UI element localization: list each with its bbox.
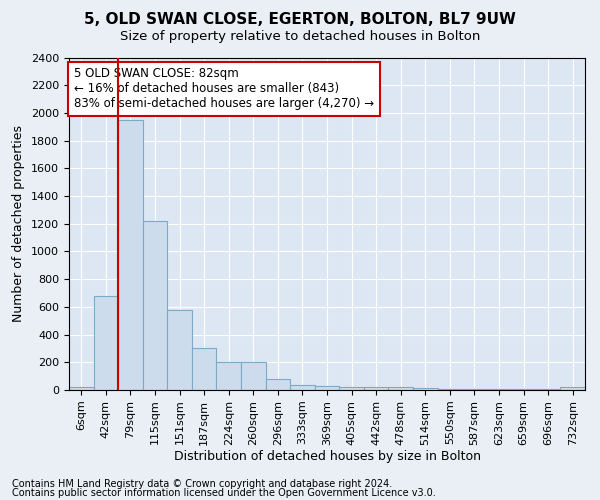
Bar: [241, 362, 266, 390]
Bar: [315, 386, 339, 390]
Bar: [290, 385, 315, 390]
Bar: [143, 221, 167, 390]
Bar: [266, 379, 290, 390]
Bar: [487, 388, 511, 390]
Bar: [167, 310, 192, 390]
Bar: [364, 386, 388, 390]
Bar: [388, 387, 413, 390]
Bar: [339, 386, 364, 390]
Bar: [413, 388, 437, 390]
Text: Size of property relative to detached houses in Bolton: Size of property relative to detached ho…: [120, 30, 480, 43]
X-axis label: Distribution of detached houses by size in Bolton: Distribution of detached houses by size …: [173, 450, 481, 464]
Bar: [69, 387, 94, 390]
Bar: [437, 388, 462, 390]
Text: 5, OLD SWAN CLOSE, EGERTON, BOLTON, BL7 9UW: 5, OLD SWAN CLOSE, EGERTON, BOLTON, BL7 …: [84, 12, 516, 28]
Text: 5 OLD SWAN CLOSE: 82sqm
← 16% of detached houses are smaller (843)
83% of semi-d: 5 OLD SWAN CLOSE: 82sqm ← 16% of detache…: [74, 68, 374, 110]
Bar: [118, 120, 143, 390]
Bar: [192, 348, 217, 390]
Bar: [217, 362, 241, 390]
Bar: [94, 296, 118, 390]
Y-axis label: Number of detached properties: Number of detached properties: [13, 125, 25, 322]
Text: Contains public sector information licensed under the Open Government Licence v3: Contains public sector information licen…: [12, 488, 436, 498]
Text: Contains HM Land Registry data © Crown copyright and database right 2024.: Contains HM Land Registry data © Crown c…: [12, 479, 392, 489]
Bar: [462, 388, 487, 390]
Bar: [560, 387, 585, 390]
